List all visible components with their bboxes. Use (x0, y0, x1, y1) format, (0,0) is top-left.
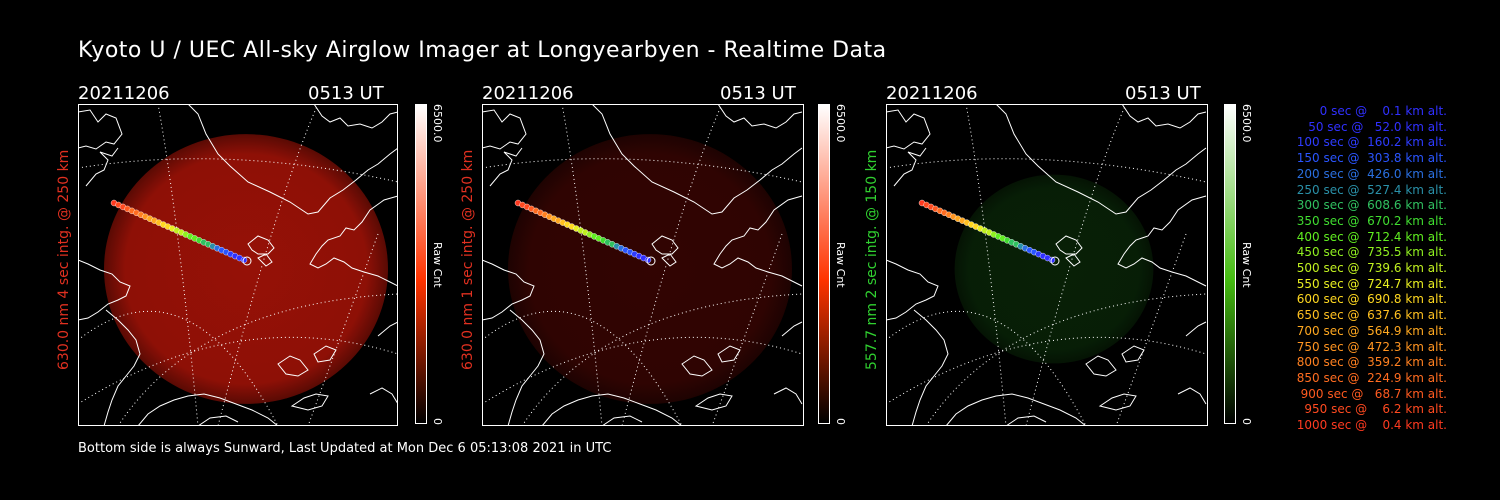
legend-entry: 50 sec @ 52.0 km alt. (1300, 119, 1447, 134)
legend-entry: 650 sec @ 637.6 km alt. (1292, 308, 1447, 323)
legend-entry: 500 sec @ 739.6 km alt. (1292, 261, 1447, 276)
panel-2-side-label: 630.0 nm 1 sec intg. @ 250 km (460, 149, 476, 370)
panel-3-colorbar-max: 6500.0 (1240, 104, 1253, 143)
panel-frame (78, 104, 398, 426)
trajectory-point (644, 256, 652, 264)
skymap-content (482, 104, 803, 426)
trajectory (918, 199, 1060, 266)
trajectory (110, 199, 252, 266)
graticule (482, 104, 803, 426)
skymap-content (78, 104, 398, 426)
legend-entry: 550 sec @ 724.7 km alt. (1292, 276, 1447, 291)
page-title: Kyoto U / UEC All-sky Airglow Imager at … (78, 38, 887, 63)
legend-entry: 700 sec @ 564.9 km alt. (1292, 323, 1447, 338)
legend-entry: 250 sec @ 527.4 km alt. (1292, 182, 1447, 197)
panel-frame (482, 104, 804, 426)
airglow-disc (954, 174, 1154, 364)
coastlines (482, 104, 803, 426)
panel-2-colorbar-min: 0 (834, 418, 847, 425)
panel-1-colorbar-unit: Raw Cnt (431, 242, 444, 288)
panel-2-colorbar-unit: Raw Cnt (834, 242, 847, 288)
panel-1-colorbar (415, 104, 427, 424)
legend-entry: 800 sec @ 359.2 km alt. (1292, 355, 1447, 370)
panel-1-skymap (78, 104, 398, 426)
panel-3-date: 20211206 (886, 83, 978, 104)
airglow-disc (508, 134, 792, 404)
panel-3-colorbar (1224, 104, 1236, 424)
trajectory-point (240, 256, 248, 264)
trajectory-point (1048, 256, 1056, 264)
airglow-disc (104, 134, 388, 404)
panel-2-time: 0513 UT (720, 83, 796, 104)
panel-3-time: 0513 UT (1125, 83, 1201, 104)
panel-3-skymap (886, 104, 1208, 426)
footer-status: Bottom side is always Sunward, Last Upda… (78, 441, 612, 456)
legend-entry: 450 sec @ 735.5 km alt. (1292, 245, 1447, 260)
legend-entry: 100 sec @ 160.2 km alt. (1292, 135, 1447, 150)
panel-2-date: 20211206 (482, 83, 574, 104)
panel-3-colorbar-min: 0 (1240, 418, 1253, 425)
skymap-content (886, 104, 1207, 426)
panel-2-colorbar-max: 6500.0 (834, 104, 847, 143)
panel-1-side-label: 630.0 nm 4 sec intg. @ 250 km (56, 149, 72, 370)
legend-entry: 750 sec @ 472.3 km alt. (1292, 339, 1447, 354)
legend-entry: 300 sec @ 608.6 km alt. (1292, 198, 1447, 213)
panel-1-time: 0513 UT (308, 83, 384, 104)
legend-entry: 900 sec @ 68.7 km alt. (1296, 386, 1447, 401)
trajectory (514, 199, 656, 266)
trajectory-legend: 0 sec @ 0.1 km alt. 50 sec @ 52.0 km alt… (1262, 104, 1447, 434)
panel-3-side-label: 557.7 nm 2 sec intg. @ 150 km (864, 149, 880, 370)
panel-1-date: 20211206 (78, 83, 170, 104)
legend-entry: 200 sec @ 426.0 km alt. (1292, 166, 1447, 181)
coastlines (886, 104, 1207, 426)
legend-entry: 600 sec @ 690.8 km alt. (1292, 292, 1447, 307)
legend-entry: 150 sec @ 303.8 km alt. (1292, 151, 1447, 166)
graticule (78, 104, 398, 426)
legend-entry: 950 sec @ 6.2 km alt. (1300, 402, 1447, 417)
panel-frame (886, 104, 1208, 426)
legend-entry: 400 sec @ 712.4 km alt. (1292, 229, 1447, 244)
panel-1-colorbar-min: 0 (431, 418, 444, 425)
legend-entry: 1000 sec @ 0.4 km alt. (1296, 418, 1447, 433)
graticule (886, 104, 1207, 426)
legend-entry: 0 sec @ 0.1 km alt. (1308, 104, 1447, 118)
panel-2-colorbar (818, 104, 830, 424)
panel-2-skymap (482, 104, 804, 426)
panel-3-colorbar-unit: Raw Cnt (1240, 242, 1253, 288)
legend-entry: 350 sec @ 670.2 km alt. (1292, 213, 1447, 228)
panel-1-colorbar-max: 6500.0 (431, 104, 444, 143)
legend-entry: 850 sec @ 224.9 km alt. (1292, 370, 1447, 385)
coastlines (78, 104, 398, 426)
